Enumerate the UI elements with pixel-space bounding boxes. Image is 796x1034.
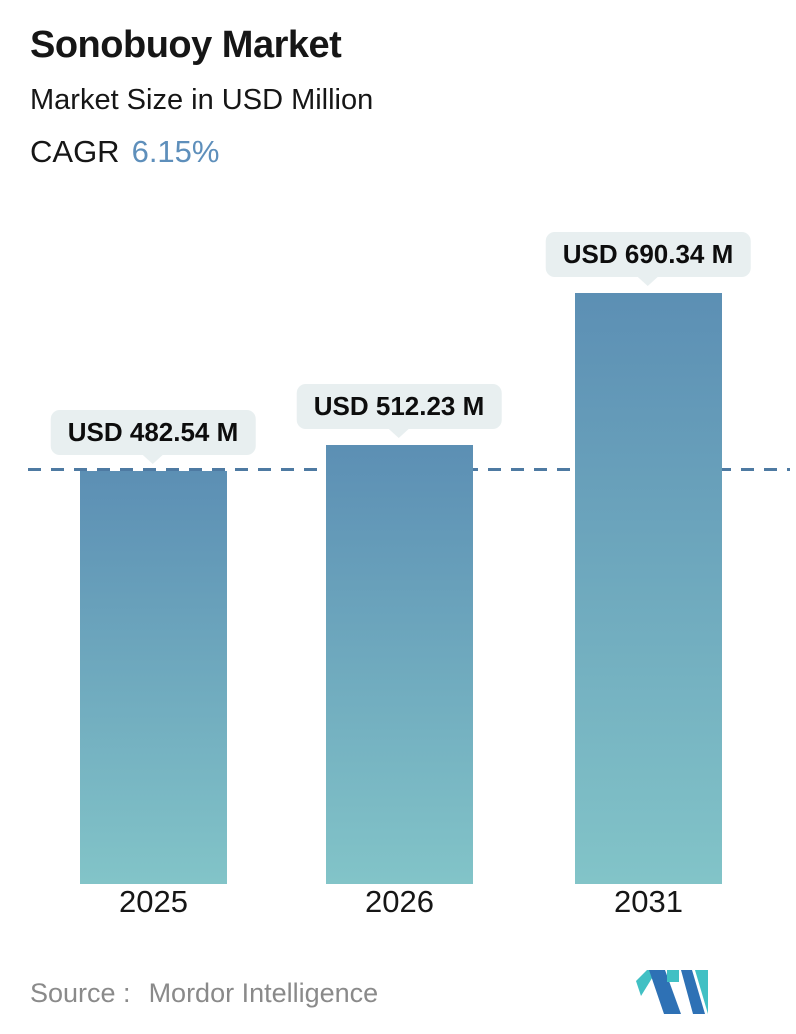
value-label-bubble-2031: USD 690.34 M [545, 232, 751, 277]
value-label-bubble-2026: USD 512.23 M [296, 384, 502, 429]
value-label-bubble-2025: USD 482.54 M [50, 410, 256, 455]
page-title: Sonobuoy Market [30, 24, 342, 66]
value-label-2026: USD 512.23 M [313, 391, 485, 421]
logo-teal-right-wedge [695, 970, 708, 1014]
bar-2026 [326, 445, 473, 884]
cagr-row: CAGR 6.15% [30, 134, 219, 170]
logo-blue-left-band [649, 970, 681, 1014]
mordor-intelligence-logo [636, 970, 708, 1014]
value-label-2031: USD 690.34 M [562, 239, 734, 269]
logo-blue-right-band [681, 970, 705, 1014]
source-value: Mordor Intelligence [148, 978, 379, 1008]
x-tick-2026: 2026 [365, 884, 434, 919]
x-axis-labels: 2025 2026 2031 [0, 884, 796, 934]
cagr-label: CAGR [30, 134, 120, 169]
bar-2031 [575, 293, 722, 884]
source-label: Source : [30, 978, 131, 1008]
source-credit: Source : Mordor Intelligence [30, 978, 378, 1009]
cagr-value: 6.15% [131, 134, 220, 169]
x-tick-2025: 2025 [119, 884, 188, 919]
logo-teal-top-square [667, 970, 679, 982]
x-tick-2031: 2031 [614, 884, 683, 919]
chart-subtitle: Market Size in USD Million [30, 84, 374, 116]
bar-2025 [80, 471, 227, 884]
value-label-2025: USD 482.54 M [67, 417, 239, 447]
